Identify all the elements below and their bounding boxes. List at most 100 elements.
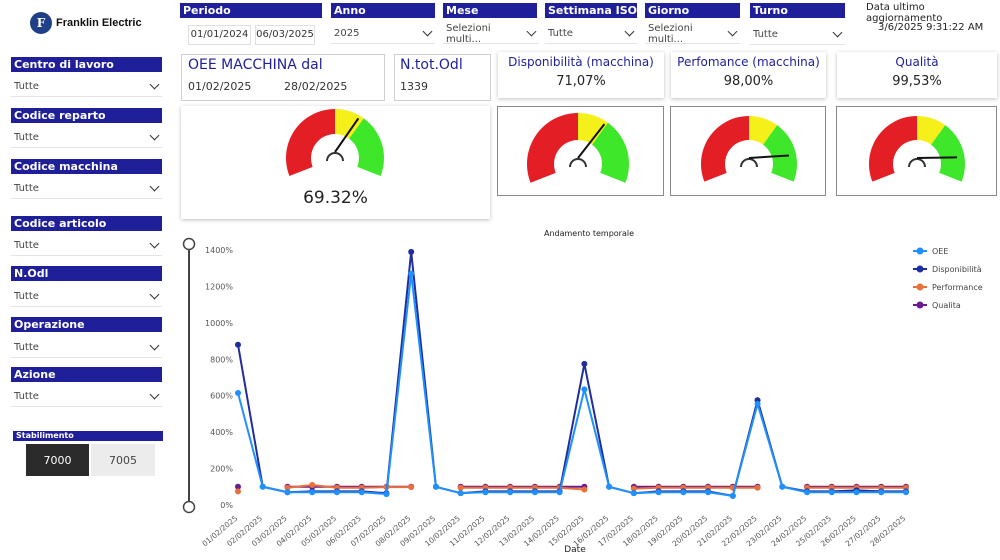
mese-dropdown[interactable]: Selezioni multi... — [443, 23, 539, 45]
anno-dropdown[interactable]: 2025 — [331, 24, 435, 44]
series-point-2[interactable] — [235, 488, 241, 495]
legend-label[interactable]: Disponibilità — [932, 265, 982, 274]
andamento-temporale-chart: Andamento temporale 0% 200% 400% 600% 800% 100… — [182, 229, 983, 555]
qualita-gauge — [869, 116, 965, 182]
macchina-dropdown[interactable]: Tutte — [11, 179, 162, 199]
series-point-0[interactable] — [556, 489, 563, 496]
operazione-dropdown[interactable]: Tutte — [11, 338, 162, 358]
performance-title: Perfomance (macchina) — [677, 55, 820, 69]
chevron-down-icon — [149, 130, 160, 141]
y-tick-label: 600% — [210, 392, 233, 401]
series-point-2[interactable] — [408, 484, 415, 491]
series-point-0[interactable] — [705, 489, 712, 496]
series-point-0[interactable] — [507, 489, 514, 496]
gauge-green-band — [592, 122, 629, 183]
gauge-green-band — [349, 118, 384, 177]
series-point-2[interactable] — [284, 484, 291, 491]
disponibilita-title: Disponibilità (macchina) — [508, 55, 654, 69]
plant-7005-button[interactable]: 7005 — [91, 444, 155, 476]
series-point-3[interactable] — [235, 483, 241, 490]
series-point-0[interactable] — [333, 489, 340, 496]
series-point-2[interactable] — [309, 481, 316, 488]
y-tick-label: 200% — [210, 465, 233, 474]
series-point-1[interactable] — [581, 360, 588, 367]
series-point-0[interactable] — [630, 490, 637, 497]
legend-label[interactable]: OEE — [932, 247, 948, 256]
series-point-0[interactable] — [457, 490, 464, 497]
gauge-hub — [908, 158, 926, 168]
series-point-0[interactable] — [235, 389, 241, 396]
y-tick-label: 400% — [210, 428, 233, 437]
y-tick-label: 800% — [210, 355, 233, 364]
series-point-0[interactable] — [903, 489, 909, 496]
settimana-dropdown[interactable]: Tutte — [545, 24, 637, 44]
series-point-1[interactable] — [235, 341, 241, 348]
gauge-hub — [740, 158, 758, 168]
chevron-down-icon — [149, 289, 160, 300]
series-point-0[interactable] — [309, 489, 316, 496]
series-point-2[interactable] — [630, 485, 637, 492]
series-point-0[interactable] — [729, 492, 736, 499]
series-line-2 — [287, 483, 906, 491]
periodo-to-input[interactable]: 06/03/2025 — [255, 25, 315, 45]
gauge-yellow-band — [917, 116, 946, 145]
series-line-0 — [237, 273, 906, 498]
gauge-red-band — [869, 116, 917, 182]
legend-label[interactable]: Qualita — [932, 301, 961, 310]
series-point-2[interactable] — [457, 484, 464, 491]
oee-period-from: 01/02/2025 — [188, 80, 252, 93]
series-point-0[interactable] — [804, 489, 811, 496]
reparto-dropdown[interactable]: Tutte — [11, 128, 162, 148]
legend-label[interactable]: Performance — [932, 283, 983, 292]
centro-header: Centro di lavoro — [11, 57, 162, 72]
series-point-0[interactable] — [284, 489, 291, 496]
nodl-dropdown[interactable]: Tutte — [11, 287, 162, 307]
legend-marker — [916, 283, 924, 291]
gauge-yellow-band — [578, 113, 608, 145]
series-point-0[interactable] — [581, 386, 588, 393]
chevron-down-icon — [149, 238, 160, 249]
range-slider-handle-bottom[interactable] — [182, 500, 196, 514]
chevron-down-icon — [832, 27, 843, 38]
turno-dropdown[interactable]: Tutte — [750, 25, 845, 45]
series-point-0[interactable] — [853, 489, 860, 496]
azione-value: Tutte — [14, 391, 39, 402]
series-point-0[interactable] — [482, 489, 489, 496]
series-point-2[interactable] — [754, 484, 761, 491]
settimana-header: Settimana ISO — [545, 3, 637, 18]
series-point-0[interactable] — [383, 491, 390, 498]
oee-period-card: OEE MACCHINA dal 01/02/2025 28/02/2025 — [181, 54, 385, 101]
oee-gauge — [286, 109, 384, 177]
giorno-header: Giorno — [645, 3, 740, 18]
last-update-label: Data ultimo aggiornamento — [866, 2, 943, 24]
series-point-0[interactable] — [655, 489, 662, 496]
oee-gauge-value: 69.32% — [303, 188, 368, 208]
series-point-0[interactable] — [358, 489, 365, 496]
disponibilita-gauge-card — [497, 106, 664, 196]
series-point-0[interactable] — [432, 483, 439, 490]
giorno-dropdown[interactable]: Selezioni multi... — [645, 23, 740, 45]
centro-dropdown[interactable]: Tutte — [11, 77, 162, 97]
articolo-dropdown[interactable]: Tutte — [11, 236, 162, 256]
plant-7000-button[interactable]: 7000 — [26, 444, 89, 476]
series-point-2[interactable] — [581, 486, 588, 493]
series-point-0[interactable] — [754, 400, 761, 407]
series-point-0[interactable] — [408, 270, 415, 277]
qualita-title: Qualità — [895, 55, 939, 69]
range-slider-handle-top[interactable] — [182, 237, 196, 251]
azione-dropdown[interactable]: Tutte — [11, 387, 162, 407]
series-point-0[interactable] — [680, 489, 687, 496]
series-point-0[interactable] — [878, 489, 885, 496]
legend-marker — [916, 265, 924, 273]
series-point-0[interactable] — [828, 489, 835, 496]
series-point-0[interactable] — [779, 483, 786, 490]
gauge-red-band — [527, 113, 578, 183]
series-point-0[interactable] — [531, 489, 538, 496]
chevron-down-icon — [149, 340, 160, 351]
macchina-value: Tutte — [14, 183, 39, 194]
series-point-0[interactable] — [606, 483, 613, 490]
series-point-1[interactable] — [408, 248, 415, 255]
anno-value: 2025 — [334, 28, 360, 39]
periodo-from-input[interactable]: 01/01/2024 — [188, 25, 251, 45]
series-point-0[interactable] — [259, 483, 266, 490]
